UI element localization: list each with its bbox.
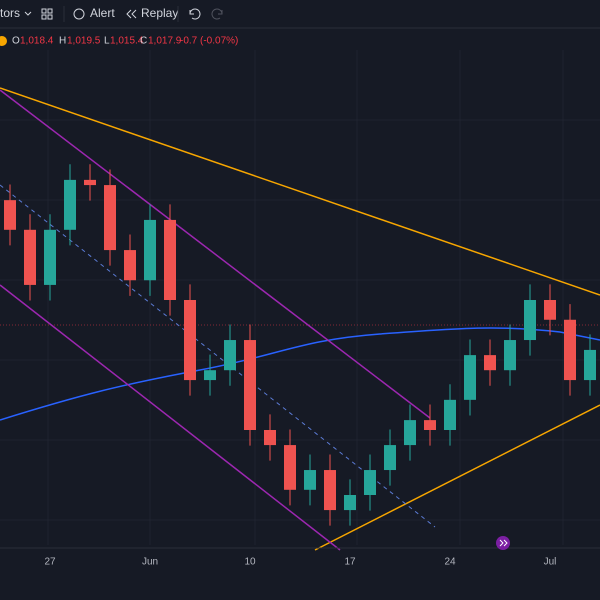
candle-body: [324, 470, 336, 511]
candle-body: [484, 355, 496, 371]
time-axis: 27 Jun 10 17 24 Jul: [44, 557, 556, 568]
trendline: [0, 87, 600, 296]
low-label: L: [104, 36, 110, 47]
indicators-button[interactable]: tors: [0, 6, 20, 20]
replay-button[interactable]: Replay: [141, 6, 178, 20]
candle-body: [544, 300, 556, 320]
candle-body: [364, 470, 376, 495]
close-label: C: [140, 36, 147, 47]
candle-body: [144, 219, 156, 281]
candle-body: [64, 179, 76, 230]
trendline: [314, 404, 600, 551]
low-value: 1,015.4: [110, 36, 144, 47]
candle-body: [164, 219, 176, 300]
dropdown-icon[interactable]: [24, 11, 32, 16]
undo-button[interactable]: [189, 8, 201, 20]
x-tick-label: 17: [344, 557, 356, 568]
x-tick-label: 10: [244, 557, 256, 568]
scroll-icon[interactable]: [499, 539, 508, 547]
candle-body: [24, 229, 36, 285]
x-tick-label: 24: [444, 557, 456, 568]
grid: [0, 50, 600, 545]
candle-body: [464, 355, 476, 400]
toolbar: [0, 0, 600, 28]
candle-body: [404, 420, 416, 446]
x-tick-label: Jul: [544, 557, 557, 568]
channel-line: [0, 284, 341, 551]
candle-body: [244, 340, 256, 430]
candle-body: [524, 300, 536, 341]
high-label: H: [59, 36, 66, 47]
candle-body: [184, 300, 196, 381]
candle-body: [584, 349, 596, 381]
x-tick-label: Jun: [142, 557, 158, 568]
candle-body: [284, 445, 296, 490]
candle-body: [344, 495, 356, 511]
candle-body: [504, 340, 516, 371]
moving-average: [0, 327, 600, 421]
alert-icon[interactable]: [73, 8, 85, 20]
candle-body: [384, 445, 396, 471]
alert-button[interactable]: Alert: [90, 6, 115, 20]
candle-body: [4, 200, 16, 230]
candle-body: [44, 229, 56, 285]
open-label: O: [12, 36, 20, 47]
candle-body: [564, 319, 576, 381]
candles: [4, 164, 596, 526]
open-value: 1,018.4: [20, 36, 54, 47]
x-tick-label: 27: [44, 557, 56, 568]
channel-line: [0, 89, 431, 419]
redo-button[interactable]: [211, 8, 223, 20]
candle-body: [224, 340, 236, 371]
candle-body: [204, 370, 216, 381]
candle-body: [124, 250, 136, 281]
candle-body: [424, 420, 436, 430]
close-value: 1,017.9: [148, 36, 182, 47]
high-value: 1,019.5: [67, 36, 101, 47]
candle-body: [84, 179, 96, 186]
candle-body: [264, 430, 276, 446]
change-value: -0.7 (-0.07%): [180, 36, 238, 47]
layout-icon[interactable]: [41, 8, 53, 20]
candle-body: [104, 185, 116, 251]
candle-body: [444, 399, 456, 430]
symbol-dot: [0, 36, 7, 46]
replay-icon[interactable]: [126, 9, 137, 19]
candle-body: [304, 470, 316, 490]
